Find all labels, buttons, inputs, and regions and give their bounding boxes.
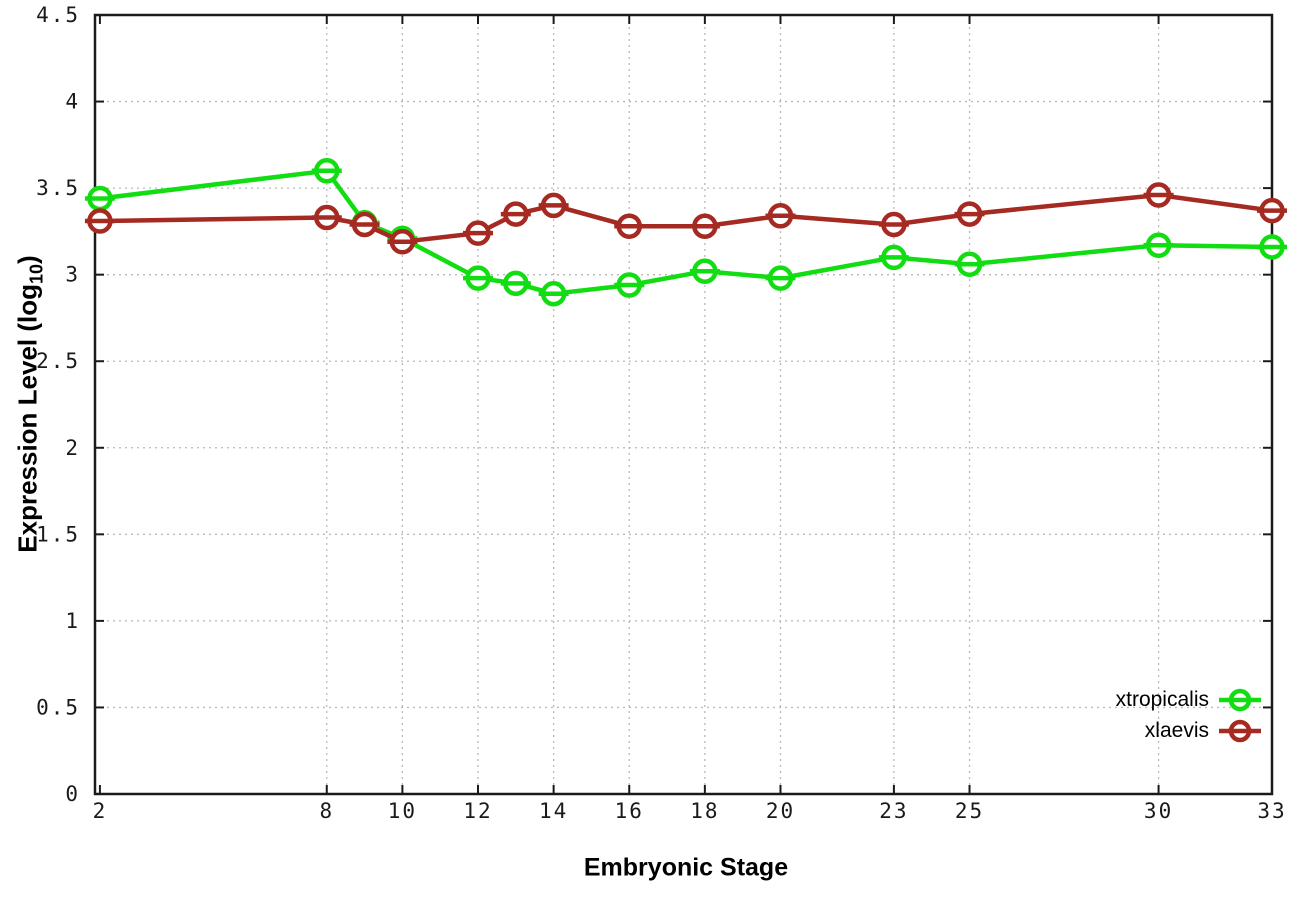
x-tick-label: 30 [1144,799,1173,823]
y-tick-label: 2.5 [36,349,80,373]
y-tick-label: 3.5 [36,176,80,200]
x-tick-label: 33 [1257,799,1286,823]
x-tick-label: 25 [955,799,984,823]
y-tick-label: 1 [65,609,80,633]
x-tick-label: 2 [93,799,108,823]
x-tick-label: 12 [463,799,492,823]
legend-row-xlaevis: xlaevis [1116,717,1262,744]
x-axis-label: Embryonic Stage [583,853,789,882]
x-tick-label: 23 [879,799,908,823]
x-tick-label: 20 [766,799,795,823]
legend-marker-xlaevis-icon [1219,719,1261,742]
plot-border [93,13,1274,796]
y-axis-label-subscript: 10 [26,263,47,284]
series-xlaevis-line [97,192,1275,245]
y-tick-label: 3 [65,263,80,287]
x-tick-label: 14 [539,799,568,823]
y-axis-label-main: Expression Level (log [12,283,43,553]
x-tick-label: 8 [319,799,334,823]
x-tick-label: 10 [388,799,417,823]
y-tick-label: 0.5 [36,695,80,719]
y-tick-label: 4 [65,90,80,114]
legend-row-xtropicalis: xtropicalis [1116,686,1262,713]
legend-marker-xtropicalis-icon [1219,688,1261,711]
y-tick-label: 2 [65,436,80,460]
y-tick-label: 1.5 [36,522,80,546]
y-tick-label: 4.5 [36,3,80,27]
legend-label-xtropicalis: xtropicalis [1115,687,1209,711]
y-axis-label-end: ) [12,255,43,264]
y-tick-label: 0 [65,782,80,806]
y-axis-label: Expression Level (log10) [13,255,48,552]
legend-label-xlaevis: xlaevis [1144,718,1209,742]
legend: xtropicalis xlaevis [1116,686,1262,744]
x-tick-label: 18 [690,799,719,823]
x-tick-label: 16 [615,799,644,823]
